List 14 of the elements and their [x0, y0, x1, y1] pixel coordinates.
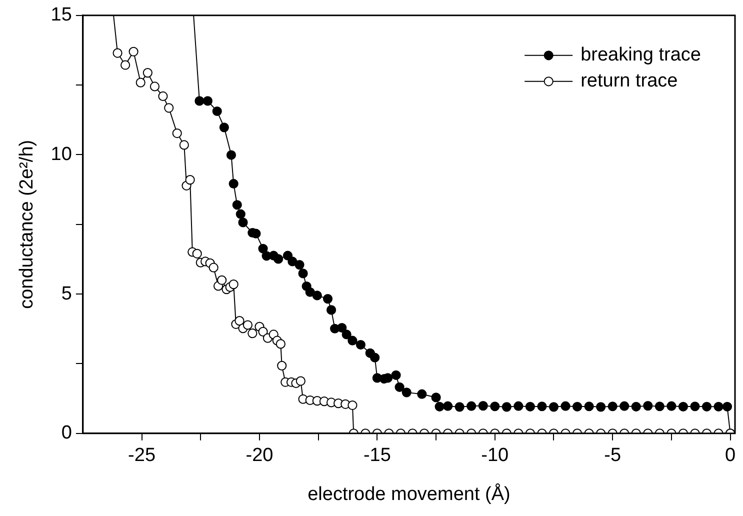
x-tick-label: -5 [604, 445, 622, 466]
x-tick-label: -20 [246, 445, 274, 466]
legend-label: return trace [580, 70, 678, 92]
x-tick-label: -15 [363, 445, 391, 466]
y-tick-label: 5 [61, 283, 72, 304]
y-tick-label: 10 [50, 144, 72, 165]
x-axis-title: electrode movement (Å) [308, 482, 510, 505]
y-tick-label: 0 [61, 422, 72, 444]
x-tick-label: 0 [725, 445, 736, 466]
legend-label: breaking trace [580, 44, 702, 66]
y-tick-label: 15 [50, 4, 72, 26]
x-tick-label: -25 [128, 445, 156, 466]
y-axis-title: conductance (2e²/h) [16, 140, 38, 309]
x-tick-label: -10 [481, 445, 509, 466]
